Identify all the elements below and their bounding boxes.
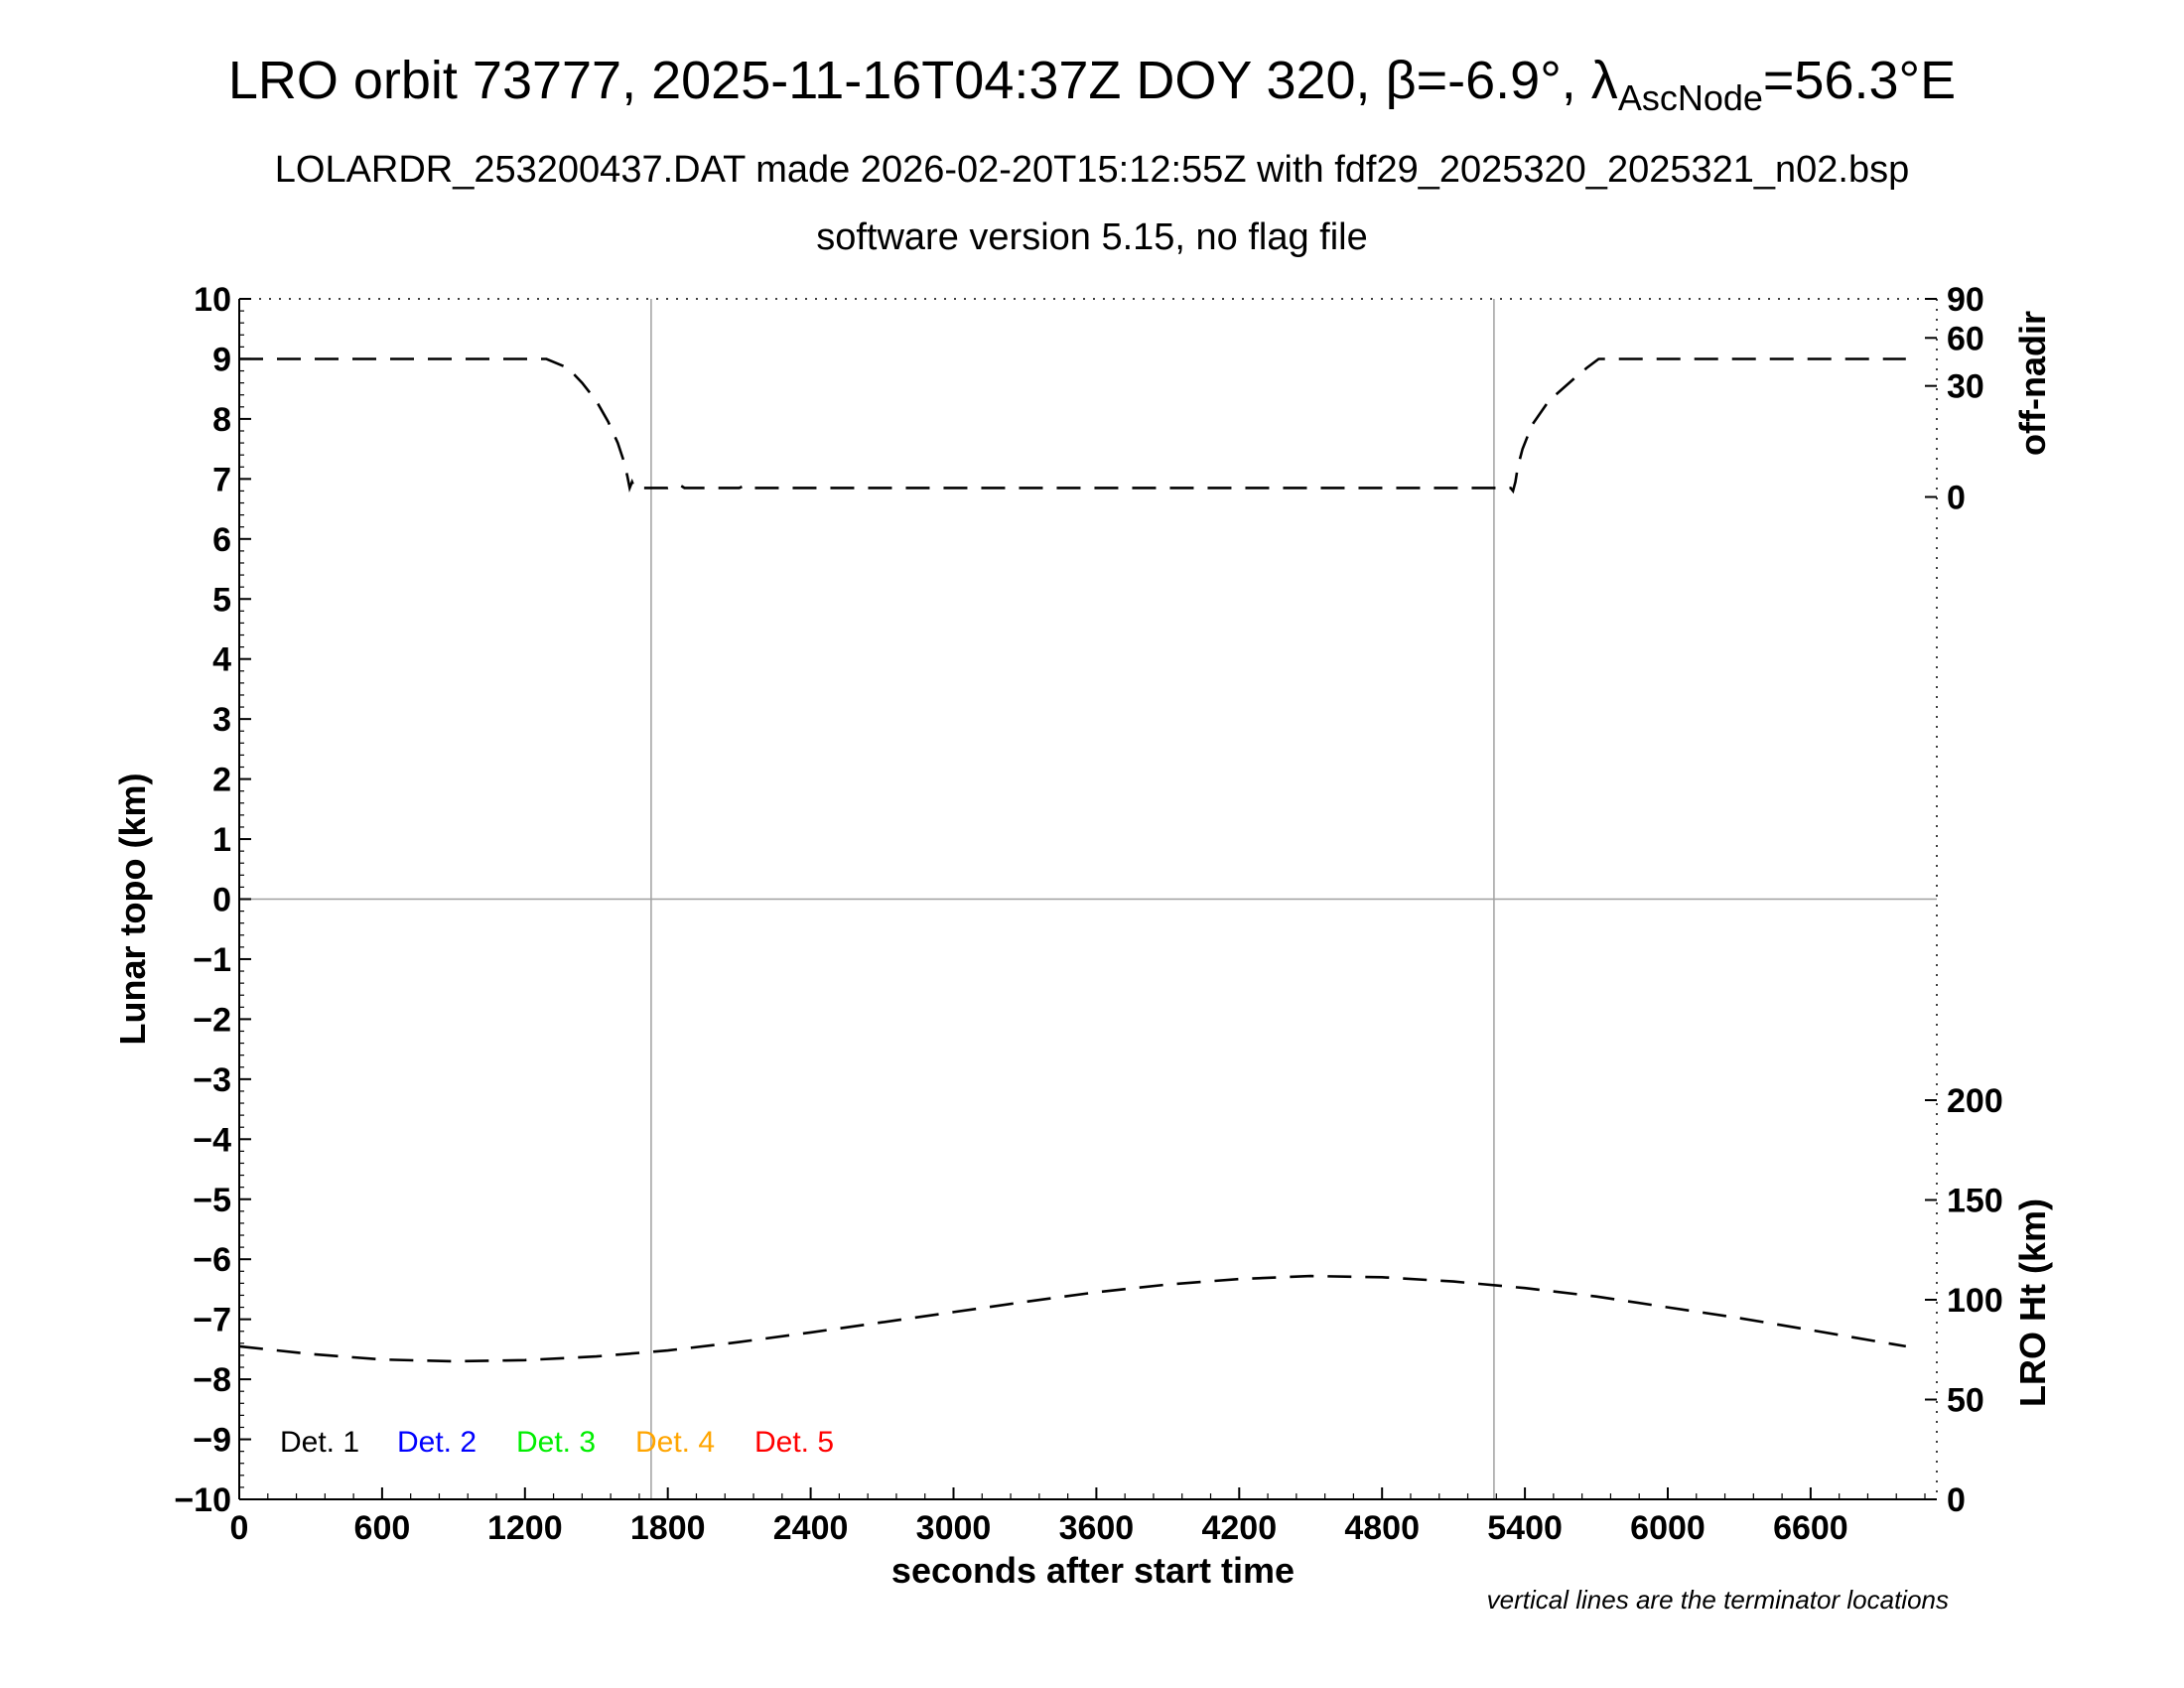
x-tick-label: 4200: [1201, 1509, 1277, 1547]
off-nadir-tick-label: 30: [1947, 368, 1984, 406]
y-tick-label: 2: [212, 762, 231, 799]
x-tick-label: 0: [230, 1509, 249, 1547]
height-tick-label: 150: [1947, 1183, 2003, 1220]
y-tick-label: 3: [212, 701, 231, 739]
chart-title: LRO orbit 73777, 2025-11-16T04:37Z DOY 3…: [227, 51, 1957, 118]
y-tick-label: −8: [193, 1361, 231, 1399]
y-tick-label: −6: [193, 1241, 231, 1279]
x-tick-label: 1800: [630, 1509, 706, 1547]
y-tick-label: 6: [212, 521, 231, 559]
y-tick-label: 4: [212, 641, 231, 679]
y-tick-label: −1: [193, 941, 231, 979]
y-tick-label: −9: [193, 1422, 231, 1460]
height-tick-label: 0: [1947, 1481, 1966, 1519]
terminator-note: vertical lines are the terminator locati…: [1487, 1585, 1949, 1615]
off-nadir-tick-label: 0: [1947, 479, 1966, 516]
y-axis-label: Lunar topo (km): [112, 774, 153, 1046]
legend-entry: Det. 1: [280, 1426, 359, 1459]
x-tick-label: 6000: [1630, 1509, 1706, 1547]
height-axis-label: LRO Ht (km): [2012, 1198, 2053, 1407]
x-tick-label: 3600: [1059, 1509, 1135, 1547]
series-line-2: [238, 1274, 1907, 1363]
y-tick-label: 7: [212, 461, 231, 498]
chart-subtitle-2: software version 5.15, no flag file: [816, 216, 1368, 258]
off-nadir-axis-label: off-nadir: [2012, 311, 2053, 456]
legend-entry: Det. 5: [754, 1426, 834, 1459]
y-tick-label: 8: [212, 401, 231, 439]
x-tick-label: 3000: [916, 1509, 992, 1547]
y-tick-label: −4: [193, 1121, 231, 1159]
x-tick-label: 2400: [773, 1509, 849, 1547]
title-subscript: AscNode: [1617, 76, 1763, 118]
y-tick-label: 0: [212, 882, 231, 919]
y-tick-label: −3: [193, 1061, 231, 1099]
height-tick-label: 50: [1947, 1382, 1984, 1420]
x-tick-label: 1200: [487, 1509, 563, 1547]
height-tick-label: 100: [1947, 1282, 2003, 1320]
height-tick-label: 200: [1947, 1082, 2003, 1120]
y-tick-label: −10: [174, 1481, 231, 1519]
x-tick-label: 600: [354, 1509, 411, 1547]
legend-entry: Det. 3: [516, 1426, 596, 1459]
y-tick-label: 1: [212, 821, 231, 859]
y-tick-label: −7: [193, 1302, 231, 1339]
legend-entry: Det. 4: [635, 1426, 715, 1459]
y-tick-label: −2: [193, 1001, 231, 1039]
legend-entry: Det. 2: [397, 1426, 477, 1459]
y-tick-label: −5: [193, 1182, 231, 1219]
off-nadir-tick-label: 90: [1947, 281, 1984, 319]
off-nadir-tick-label: 60: [1947, 320, 1984, 357]
y-tick-label: 5: [212, 581, 231, 619]
x-tick-label: 5400: [1487, 1509, 1563, 1547]
x-tick-label: 6600: [1773, 1509, 1848, 1547]
y-tick-label: 10: [194, 281, 231, 319]
x-axis-label: seconds after start time: [891, 1550, 1295, 1591]
x-tick-label: 4800: [1344, 1509, 1420, 1547]
chart-subtitle: LOLARDR_253200437.DAT made 2026-02-20T15…: [274, 149, 1910, 191]
series-line-1: [239, 357, 1906, 494]
y-tick-label: 9: [212, 341, 231, 378]
